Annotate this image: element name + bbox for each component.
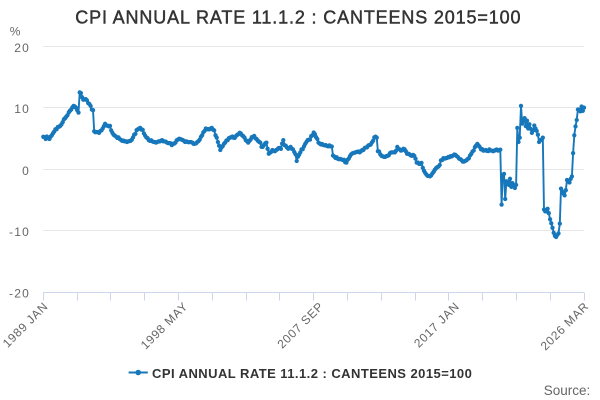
svg-text:10: 10	[14, 102, 30, 116]
svg-text:%: %	[10, 25, 21, 39]
svg-text:20: 20	[14, 41, 30, 55]
svg-text:-10: -10	[9, 225, 30, 239]
svg-text:CPI ANNUAL RATE 11.1.2 : CANTE: CPI ANNUAL RATE 11.1.2 : CANTEENS 2015=1…	[152, 366, 472, 381]
svg-text:0: 0	[22, 164, 30, 178]
svg-text:CPI ANNUAL RATE 11.1.2 : CANTE: CPI ANNUAL RATE 11.1.2 : CANTEENS 2015=1…	[75, 8, 521, 28]
svg-text:Source:: Source:	[544, 383, 591, 398]
svg-text:-20: -20	[9, 287, 30, 301]
